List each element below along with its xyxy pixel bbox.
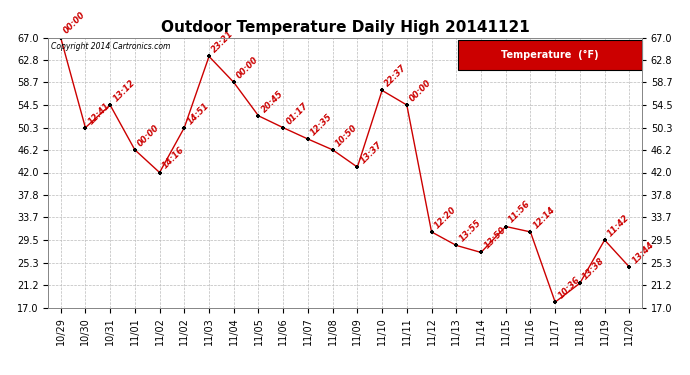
Point	[80, 124, 91, 130]
Point	[204, 53, 215, 59]
Point	[550, 299, 561, 305]
Point	[302, 136, 313, 142]
Text: 10:36: 10:36	[556, 275, 582, 300]
Point	[352, 164, 363, 170]
Title: Outdoor Temperature Daily High 20141121: Outdoor Temperature Daily High 20141121	[161, 20, 529, 35]
Text: 23:21: 23:21	[210, 29, 235, 55]
FancyBboxPatch shape	[457, 40, 642, 70]
Point	[154, 170, 165, 176]
Text: 12:14: 12:14	[532, 205, 557, 230]
Text: 12:41: 12:41	[87, 101, 112, 126]
Text: 12:20: 12:20	[433, 205, 458, 230]
Text: 11:42: 11:42	[606, 213, 631, 238]
Point	[55, 34, 66, 40]
Text: 22:37: 22:37	[384, 63, 408, 89]
Text: 10:50: 10:50	[334, 123, 359, 148]
Text: 13:55: 13:55	[457, 218, 483, 244]
Text: 13:12: 13:12	[111, 78, 137, 104]
Point	[426, 229, 437, 235]
Point	[228, 80, 239, 86]
Point	[624, 264, 635, 270]
Point	[402, 102, 413, 108]
Text: 13:44: 13:44	[631, 240, 656, 266]
Text: 11:56: 11:56	[507, 200, 532, 225]
Point	[451, 242, 462, 248]
Point	[129, 147, 140, 153]
Text: Copyright 2014 Cartronics.com: Copyright 2014 Cartronics.com	[51, 42, 170, 51]
Text: 20:45: 20:45	[259, 89, 285, 114]
Point	[599, 237, 610, 243]
Text: 13:50: 13:50	[482, 225, 508, 251]
Point	[574, 280, 585, 286]
Text: 13:38: 13:38	[581, 256, 607, 282]
Point	[475, 249, 486, 255]
Point	[179, 124, 190, 130]
Point	[377, 87, 388, 93]
Point	[327, 147, 338, 153]
Text: 13:37: 13:37	[359, 140, 384, 165]
Point	[525, 229, 536, 235]
Point	[500, 224, 511, 230]
Text: 01:17: 01:17	[284, 101, 310, 126]
Point	[105, 102, 116, 108]
Point	[253, 113, 264, 119]
Text: Temperature  (°F): Temperature (°F)	[501, 50, 598, 60]
Text: 00:00: 00:00	[62, 10, 87, 36]
Text: 12:35: 12:35	[309, 112, 335, 137]
Text: 00:00: 00:00	[136, 123, 161, 148]
Text: 14:51: 14:51	[186, 101, 211, 126]
Point	[277, 124, 288, 130]
Text: 00:00: 00:00	[408, 78, 433, 104]
Text: 00:00: 00:00	[235, 56, 260, 81]
Text: 14:16: 14:16	[161, 146, 186, 171]
